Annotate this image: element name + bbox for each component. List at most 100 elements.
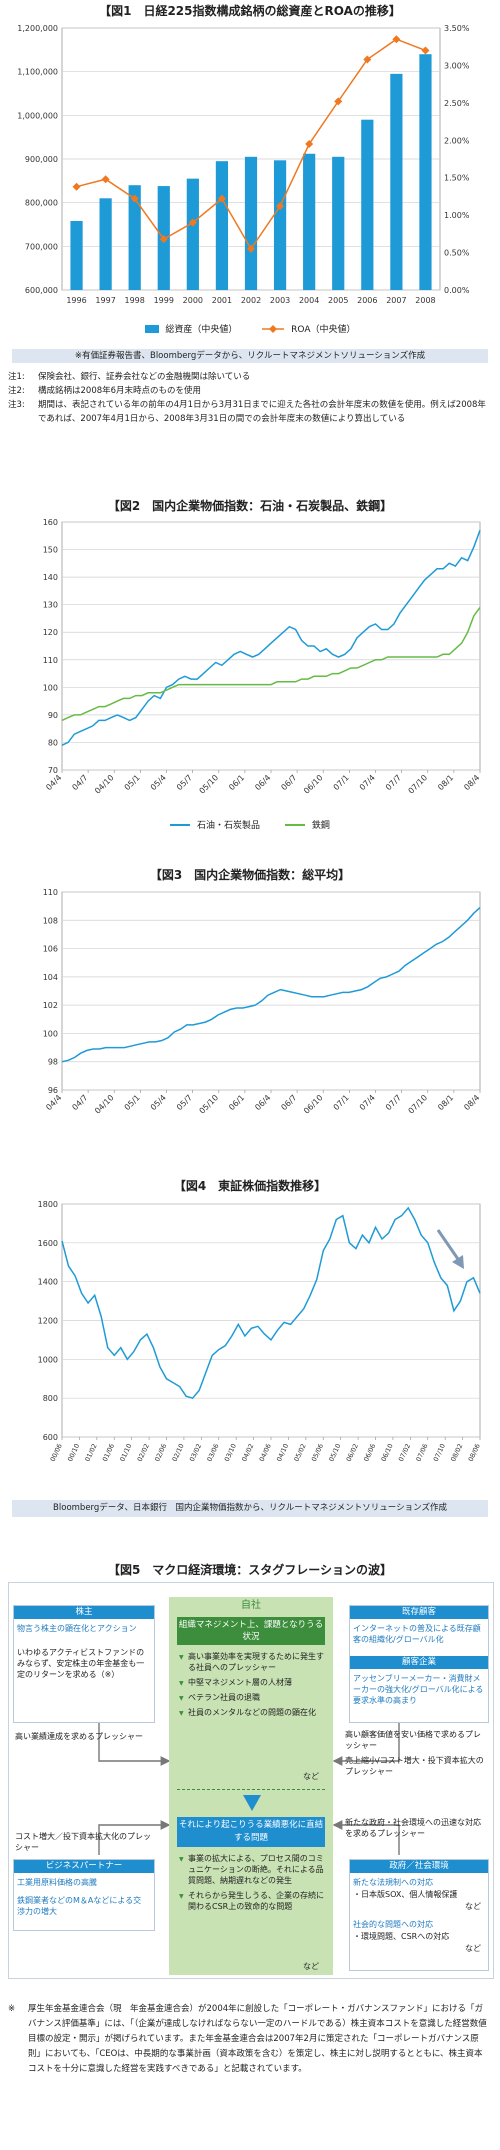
point-roa <box>363 55 372 64</box>
fig5-frame: 自社 組織マネジメント上、課題となりうる状況 高い事業効率を実現するために発生す… <box>8 1582 494 1979</box>
fig5-title: 【図5 マクロ経済環境：スタグフレーションの波】 <box>107 1563 393 1577</box>
x-tick-label: 07/7 <box>384 773 403 792</box>
x-tick-label: 1999 <box>154 296 174 305</box>
y-tick-label: 160 <box>43 518 58 527</box>
government-lead2: 社会的な問題への対応 <box>353 1920 433 1929</box>
fig5-arrows <box>98 1723 400 1855</box>
fig2-title: 【図2 国内企業物価指数：石油・石炭製品、鉄鋼】 <box>107 499 393 513</box>
y-tick-label: 130 <box>43 601 58 610</box>
pressure-right-top2: 売上縮小/コスト増大・投下資本拡大のプレッシャー <box>345 1756 484 1776</box>
fig1-source: ※有価証券報告書、Bloombergデータから、リクルートマネジメントソリューシ… <box>12 349 488 363</box>
x-tick-label: 07/4 <box>358 773 377 792</box>
government-etc2: など <box>465 1944 481 1953</box>
x-tick-label: 1996 <box>66 296 86 305</box>
series-line <box>61 606 481 722</box>
x-tick-label: 04/4 <box>44 1093 63 1112</box>
x-tick-label: 07/10 <box>406 1093 429 1116</box>
y-tick-label: 1600 <box>38 1239 58 1248</box>
y-tick-label: 1200 <box>38 1317 58 1326</box>
plot-frame <box>61 891 481 1091</box>
y-tick-label: 600,000 <box>25 286 58 295</box>
issues-header: 組織マネジメント上、課題となりうる状況 <box>177 1617 325 1645</box>
x-tick-label: 1998 <box>125 296 145 305</box>
y-tick-label: 700,000 <box>25 242 58 251</box>
x-tick-label: 04/10 <box>93 1093 116 1116</box>
y-tick-label: 1000 <box>38 1355 58 1364</box>
issue-item: 高い事業効率を実現するために発生する社員へのプレッシャー <box>179 1651 327 1673</box>
y-tick-label: 800 <box>43 1394 58 1403</box>
point-roa <box>392 35 401 44</box>
legend-swatch-steel <box>284 823 305 826</box>
x-tick-label: 04/10 <box>93 773 116 796</box>
y-tick-label: 1800 <box>38 1200 58 1209</box>
x-tick-label: 08/1 <box>436 773 455 792</box>
point-roa <box>130 194 139 203</box>
bar-assets <box>99 198 112 290</box>
y-tick-label: 96 <box>48 1086 58 1095</box>
y2-tick-label: 2.50% <box>444 99 470 108</box>
pressure-right-bottom: 新たな政府・社会環境への迅速な対応を求めるプレッシャー <box>345 1818 481 1838</box>
divider <box>177 1789 325 1790</box>
legend-label-steel: 鉄鋼 <box>311 821 330 831</box>
x-tick-label: 01/06 <box>101 1442 116 1462</box>
y-tick-label: 70 <box>48 766 58 775</box>
x-tick-label: 06/02 <box>345 1442 360 1462</box>
x-tick-label: 05/1 <box>123 773 142 792</box>
y-tick-label: 1,200,000 <box>17 24 58 33</box>
y2-tick-label: 3.00% <box>444 61 470 70</box>
bar-assets <box>186 178 199 290</box>
y-tick-label: 90 <box>48 711 58 720</box>
point-roa <box>334 97 343 106</box>
point-roa <box>72 182 81 191</box>
note-text: 期間は、表記されている年の前年の4月1日から3月31日までに迎えた各社の会計年度… <box>38 400 486 424</box>
series-line <box>61 530 481 746</box>
y-tick-label: 1,100,000 <box>17 68 58 77</box>
footer-note: ※ 厚生年金基金連合会（現 年金基金連合会）が2004年に創設した「コーポレート… <box>8 2002 490 2077</box>
x-tick-label: 01/10 <box>118 1442 133 1462</box>
x-tick-label: 06/06 <box>362 1442 377 1462</box>
x-tick-label: 07/1 <box>332 773 351 792</box>
y-tick-label: 100 <box>43 683 58 692</box>
x-tick-label: 2000 <box>183 296 203 305</box>
x-tick-label: 06/1 <box>227 1093 246 1112</box>
y2-tick-label: 1.50% <box>444 174 470 183</box>
pressure-left-top: 高い業績達成を求めるプレッシャー <box>15 1732 143 1741</box>
clients-header: 顧客企業 <box>350 1656 488 1669</box>
x-tick-label: 06/10 <box>302 1093 325 1116</box>
x-tick-label: 05/02 <box>292 1442 307 1462</box>
problems-header: それにより起こりうる業績悪化に直結する問題 <box>177 1817 325 1847</box>
trend-arrow-icon <box>452 1255 464 1269</box>
bar-assets <box>244 156 258 290</box>
company-label: 自社 <box>241 1600 261 1611</box>
y-tick-label: 150 <box>43 546 58 555</box>
government-header: 政府／社会環境 <box>350 1860 488 1873</box>
y2-tick-label: 1.00% <box>444 211 470 220</box>
issue-item: 中堅マネジメント層の人材薄 <box>179 1677 327 1689</box>
shareholders-box <box>13 1605 155 1723</box>
issue-item: 社員のメンタルなどの問題の顕在化 <box>179 1707 327 1719</box>
bar-assets <box>419 54 432 291</box>
bar-assets <box>215 161 229 290</box>
fig1-notes: 注1: 保険会社、銀行、証券会社などの金融機関は除いている 注2: 構成銘柄は200… <box>8 370 492 426</box>
y2-tick-label: 2.00% <box>444 136 470 145</box>
partners-header: ビジネスパートナー <box>14 1860 154 1873</box>
y-tick-label: 120 <box>43 628 58 637</box>
x-tick-label: 07/06 <box>414 1442 429 1462</box>
x-tick-label: 08/02 <box>449 1442 464 1462</box>
point-roa <box>276 202 285 211</box>
x-tick-label: 00/06 <box>49 1442 64 1462</box>
x-tick-label: 04/10 <box>275 1442 290 1462</box>
y-tick-label: 80 <box>48 738 58 747</box>
bar-assets <box>273 160 287 290</box>
x-tick-label: 08/06 <box>467 1442 482 1462</box>
x-tick-label: 02/02 <box>136 1442 151 1462</box>
x-tick-label: 06/7 <box>279 773 298 792</box>
down-arrow-icon <box>243 1795 261 1811</box>
legend-label-oil: 石油・石炭製品 <box>197 821 261 831</box>
y-tick-label: 102 <box>43 1001 58 1010</box>
partners-lead: 工業用原料価格の高騰 <box>17 1878 97 1887</box>
x-tick-label: 05/10 <box>197 773 220 796</box>
fig2-chart: 70 80 90 100 110 120 130 140 150 160 04/4 04/7 04/10… <box>43 518 482 796</box>
x-tick-label: 05/4 <box>149 1093 168 1112</box>
